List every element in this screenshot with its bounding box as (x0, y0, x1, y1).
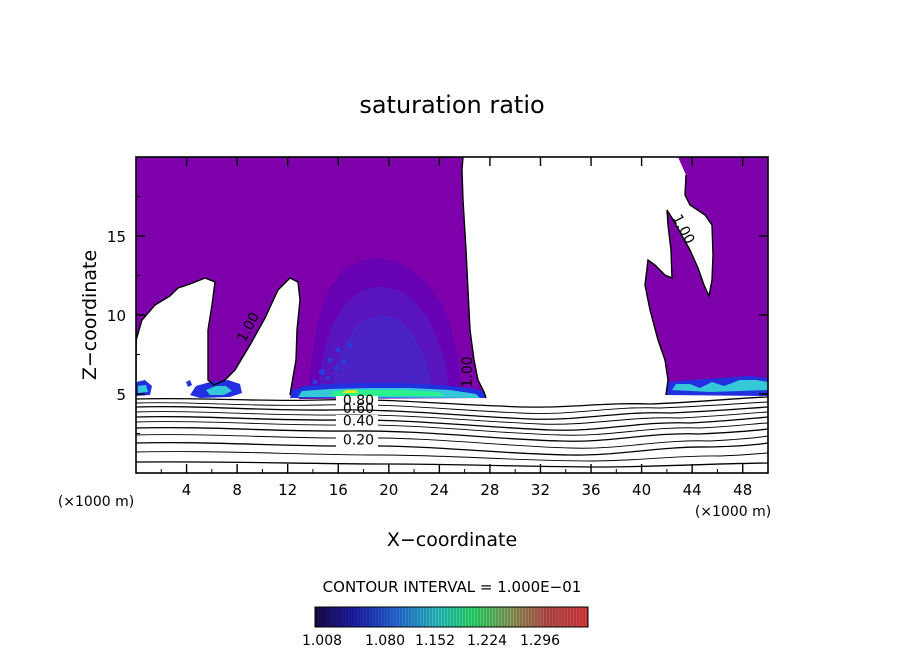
x-tick-label: 40 (632, 481, 651, 499)
supersat-region-right (645, 157, 768, 395)
contour-label: 1.00 (460, 356, 476, 387)
x-tick-label: 12 (278, 481, 297, 499)
base-cells-left (136, 380, 242, 398)
x-tick-label: 4 (182, 481, 192, 499)
x-tick-label: 24 (430, 481, 449, 499)
band-3 (330, 315, 434, 398)
x-axis-label: X−coordinate (387, 529, 517, 551)
x-axis-ticks: 4 8 12 16 20 24 28 32 36 40 44 48 (160, 157, 752, 499)
y-axis-label: Z−coordinate (79, 250, 101, 380)
x-tick-label: 16 (329, 481, 348, 499)
contour-label: 0.20 (343, 433, 374, 449)
contour-interval-text: CONTOUR INTERVAL = 1.000E−01 (323, 578, 582, 596)
x-tick-label: 36 (581, 481, 600, 499)
saturation-field (136, 157, 768, 473)
x-tick-label: 8 (232, 481, 242, 499)
colorbar (314, 606, 589, 628)
colorbar-label: 1.224 (467, 633, 507, 649)
x-tick-label: 28 (480, 481, 499, 499)
x-tick-label: 32 (531, 481, 550, 499)
colorbar-label: 1.008 (302, 633, 342, 649)
contour-label: 0.40 (343, 414, 374, 430)
chart-title: saturation ratio (359, 91, 544, 119)
x-tick-label: 48 (733, 481, 752, 499)
y-axis-ticks: 5 10 15 (107, 196, 768, 434)
x-unit-right: (×1000 m) (695, 504, 771, 520)
colorbar-stripes (316, 607, 588, 627)
y-tick-label: 10 (107, 307, 126, 325)
colorbar-labels: 1.008 1.080 1.152 1.224 1.296 (302, 633, 560, 649)
base-layer-yellow (342, 390, 358, 393)
x-tick-label: 44 (683, 481, 702, 499)
convective-cells (312, 343, 352, 385)
base-cells-right (666, 376, 768, 396)
x-unit-left: (×1000 m) (58, 494, 134, 510)
colorbar-label: 1.296 (520, 633, 560, 649)
contour-label: 0.80 (343, 393, 374, 409)
contour-label: 0.60 (343, 401, 374, 417)
colorbar-label: 1.080 (365, 633, 405, 649)
y-tick-label: 5 (116, 386, 126, 404)
contour-label-masks (336, 396, 378, 449)
contours-lower (136, 396, 768, 468)
colorbar-label: 1.152 (415, 633, 455, 649)
base-layer-green (330, 390, 446, 396)
x-tick-label: 20 (379, 481, 398, 499)
y-tick-label: 15 (107, 228, 126, 246)
contour-1-00 (136, 157, 714, 399)
